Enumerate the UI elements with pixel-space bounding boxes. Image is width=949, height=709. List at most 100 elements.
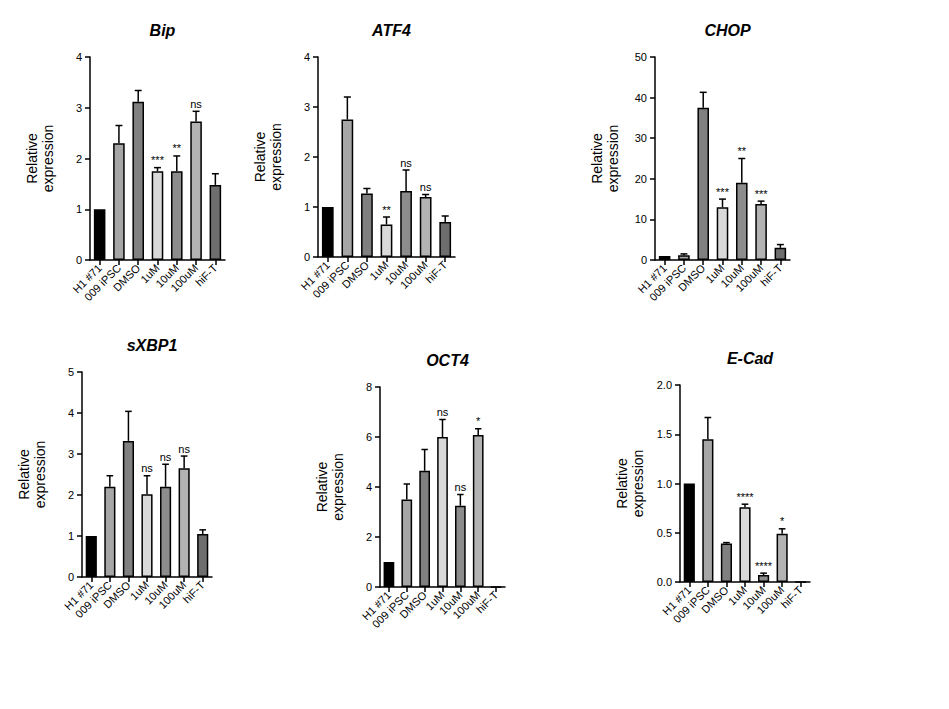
svg-text:Relative: Relative (589, 133, 605, 184)
svg-text:3: 3 (304, 101, 310, 113)
svg-text:0: 0 (68, 571, 74, 583)
svg-text:DMSO: DMSO (698, 583, 731, 616)
svg-text:expression: expression (40, 125, 56, 193)
svg-text:0: 0 (304, 251, 310, 263)
svg-text:009 iPSC: 009 iPSC (369, 588, 411, 631)
svg-text:009 iPSC: 009 iPSC (670, 583, 713, 626)
svg-text:2: 2 (366, 531, 372, 543)
svg-text:OCT4: OCT4 (426, 352, 469, 369)
svg-text:****: **** (736, 491, 754, 503)
svg-text:***: *** (755, 188, 769, 200)
svg-text:expression: expression (605, 125, 621, 193)
svg-text:hiF-T: hiF-T (758, 262, 785, 289)
svg-text:100uM: 100uM (397, 258, 430, 291)
svg-text:Relative: Relative (24, 133, 40, 184)
svg-text:ATF4: ATF4 (371, 22, 411, 39)
svg-text:0: 0 (76, 254, 82, 266)
svg-text:***: *** (151, 154, 165, 166)
svg-text:1: 1 (304, 201, 310, 213)
svg-text:*: * (780, 515, 785, 527)
svg-text:4: 4 (76, 51, 82, 63)
svg-text:10uM: 10uM (141, 578, 170, 607)
svg-text:*: * (476, 415, 481, 427)
svg-text:***: *** (716, 186, 730, 198)
svg-text:4: 4 (68, 407, 74, 419)
svg-text:6: 6 (366, 431, 372, 443)
svg-text:10: 10 (635, 213, 647, 225)
svg-text:sXBP1: sXBP1 (127, 337, 178, 354)
svg-text:hiF-T: hiF-T (180, 579, 207, 606)
svg-text:2.0: 2.0 (657, 379, 672, 391)
svg-text:2: 2 (304, 151, 310, 163)
svg-text:**: ** (173, 142, 182, 154)
svg-text:****: **** (755, 560, 773, 572)
svg-text:hiF-T: hiF-T (474, 589, 501, 616)
svg-text:100uM: 100uM (450, 588, 483, 621)
svg-text:0: 0 (366, 581, 372, 593)
svg-text:30: 30 (635, 132, 647, 144)
svg-text:ns: ns (178, 443, 190, 455)
svg-text:0.0: 0.0 (657, 576, 672, 588)
svg-text:1: 1 (68, 530, 74, 542)
svg-text:Relative: Relative (314, 462, 330, 513)
svg-text:100uM: 100uM (156, 578, 189, 611)
svg-text:ns: ns (190, 98, 202, 110)
svg-text:ns: ns (141, 462, 153, 474)
svg-text:009 iPSC: 009 iPSC (646, 261, 689, 304)
svg-text:40: 40 (635, 92, 647, 104)
svg-text:3: 3 (68, 448, 74, 460)
svg-text:DMSO: DMSO (675, 261, 708, 294)
svg-text:ns: ns (400, 157, 412, 169)
svg-text:**: ** (738, 145, 747, 157)
svg-text:2: 2 (76, 153, 82, 165)
svg-text:1.5: 1.5 (657, 428, 672, 440)
svg-text:H1 #71: H1 #71 (660, 583, 694, 618)
svg-text:009 iPSC: 009 iPSC (81, 261, 124, 304)
svg-text:**: ** (382, 204, 391, 216)
svg-text:DMSO: DMSO (397, 588, 429, 621)
svg-text:DMSO: DMSO (339, 258, 372, 291)
svg-text:1.0: 1.0 (657, 478, 672, 490)
svg-text:H1 #71: H1 #71 (298, 258, 332, 293)
svg-text:ns: ns (160, 451, 172, 463)
svg-text:hiF-T: hiF-T (778, 584, 805, 611)
svg-text:8: 8 (366, 381, 372, 393)
svg-text:009 iPSC: 009 iPSC (310, 258, 352, 301)
svg-text:Relative: Relative (614, 458, 630, 509)
svg-text:0: 0 (641, 254, 647, 266)
svg-text:CHOP: CHOP (704, 22, 751, 39)
svg-text:4: 4 (366, 481, 372, 493)
svg-text:ns: ns (420, 181, 432, 193)
svg-text:2: 2 (68, 489, 74, 501)
svg-text:20: 20 (635, 173, 647, 185)
svg-text:expression: expression (330, 453, 346, 521)
svg-text:DMSO: DMSO (100, 578, 133, 611)
svg-text:H1 #71: H1 #71 (635, 261, 669, 296)
svg-text:ns: ns (437, 406, 449, 418)
svg-text:H1 #71: H1 #71 (359, 588, 394, 623)
svg-text:H1 #71: H1 #71 (62, 578, 96, 613)
svg-text:expression: expression (32, 441, 48, 509)
svg-text:009 iPSC: 009 iPSC (72, 578, 115, 621)
svg-text:H1 #71: H1 #71 (70, 261, 104, 296)
svg-text:100uM: 100uM (754, 583, 787, 616)
svg-text:DMSO: DMSO (110, 261, 143, 294)
svg-text:Bip: Bip (150, 22, 176, 39)
svg-text:E-Cad: E-Cad (727, 350, 774, 367)
svg-text:5: 5 (68, 366, 74, 378)
svg-text:ns: ns (455, 481, 467, 493)
svg-text:10uM: 10uM (382, 258, 411, 287)
svg-text:expression: expression (268, 123, 284, 191)
svg-text:1: 1 (76, 203, 82, 215)
svg-text:100uM: 100uM (168, 261, 201, 294)
svg-text:50: 50 (635, 51, 647, 63)
svg-text:4: 4 (304, 51, 310, 63)
svg-text:hiF-T: hiF-T (423, 259, 450, 286)
svg-text:3: 3 (76, 102, 82, 114)
svg-text:hiF-T: hiF-T (193, 262, 220, 289)
svg-text:100uM: 100uM (733, 261, 766, 294)
svg-text:0.5: 0.5 (657, 527, 672, 539)
svg-text:Relative: Relative (252, 132, 268, 183)
svg-text:expression: expression (630, 450, 646, 518)
svg-text:Relative: Relative (16, 449, 32, 500)
